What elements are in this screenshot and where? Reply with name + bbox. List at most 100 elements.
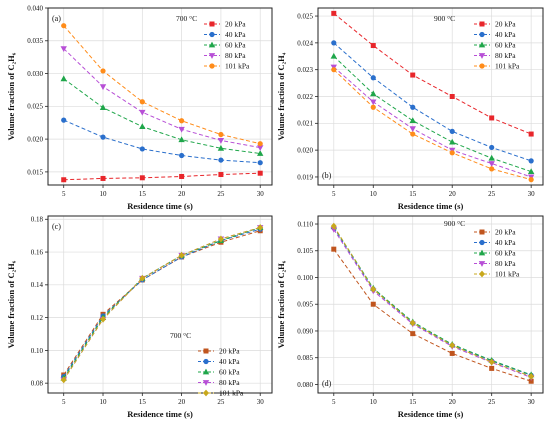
legend-label: 40 kPa — [495, 30, 516, 39]
y-axis-label: Volume fraction of C₂H₄ — [276, 52, 286, 140]
series-line — [333, 69, 532, 181]
data-point — [370, 75, 376, 81]
series-line — [333, 229, 532, 378]
legend-marker — [479, 63, 485, 69]
data-point — [257, 145, 264, 152]
y-tick-label: 0.015 — [27, 168, 43, 176]
legend-label: 80 kPa — [495, 51, 516, 60]
legend-marker — [479, 229, 485, 235]
data-point — [100, 134, 106, 140]
y-tick-label: 0.12 — [31, 314, 44, 322]
series-line — [63, 172, 261, 181]
data-point — [257, 150, 264, 156]
panel-label: (b) — [322, 171, 332, 180]
legend-label: 20 kPa — [495, 20, 516, 29]
y-tick-label: 0.019 — [297, 173, 313, 181]
x-tick-label: 30 — [528, 190, 536, 198]
data-point — [61, 23, 67, 29]
data-point — [61, 177, 67, 183]
series-line — [63, 226, 261, 379]
x-tick-label: 15 — [139, 190, 147, 198]
series-line — [333, 42, 532, 162]
data-point — [179, 118, 185, 124]
x-tick-label: 15 — [409, 190, 417, 198]
legend-label: 60 kPa — [219, 368, 240, 377]
data-point — [100, 68, 106, 74]
data-point — [100, 175, 106, 181]
legend-marker — [478, 249, 486, 256]
legend-label: 60 kPa — [225, 41, 246, 50]
data-point — [257, 160, 263, 166]
x-tick-label: 5 — [332, 398, 336, 406]
x-tick-label: 10 — [370, 190, 378, 198]
series-line — [63, 228, 261, 377]
legend-marker — [478, 53, 486, 59]
data-point — [410, 131, 416, 137]
y-tick-label: 0.105 — [297, 247, 313, 255]
legend-label: 80 kPa — [225, 51, 246, 60]
data-point — [410, 331, 416, 337]
data-point — [528, 373, 535, 380]
data-point — [489, 365, 495, 371]
series-line — [333, 12, 532, 135]
legend-label: 101 kPa — [219, 389, 244, 398]
legend-marker — [478, 261, 486, 267]
data-point — [179, 173, 185, 179]
y-tick-label: 0.025 — [27, 103, 43, 111]
y-tick-label: 0.085 — [297, 354, 313, 362]
data-point — [99, 104, 107, 111]
data-point — [528, 378, 534, 384]
temperature-annotation: 700 °C — [170, 331, 191, 340]
y-tick-label: 0.021 — [297, 120, 313, 128]
data-point — [488, 154, 495, 161]
legend-label: 20 kPa — [225, 20, 246, 29]
legend-marker — [209, 63, 215, 69]
x-tick-label: 20 — [178, 190, 186, 198]
data-point — [218, 157, 224, 163]
y-axis-label: Volume fraction of C₂H₆ — [6, 52, 16, 140]
legend-marker — [479, 31, 485, 38]
legend-marker — [208, 41, 216, 48]
x-axis-label: Residence time (s) — [127, 201, 193, 211]
data-point — [489, 144, 495, 151]
x-axis-label: Residence time (s) — [398, 201, 464, 211]
legend-label: 20 kPa — [495, 228, 516, 237]
data-point — [370, 301, 376, 307]
data-point — [257, 141, 263, 147]
chart-panel: 5 10 15 20 25 30 0.08 0.10 0.12 0.14 0.16 0.18 Resid… — [6, 215, 273, 419]
legend-label: 40 kPa — [219, 357, 240, 366]
data-point — [139, 109, 146, 116]
x-tick-label: 5 — [62, 398, 66, 406]
data-point — [489, 166, 495, 172]
data-point — [218, 172, 224, 178]
temperature-annotation: 900 °C — [434, 14, 455, 23]
temperature-annotation: 700 °C — [176, 14, 197, 23]
x-tick-label: 30 — [528, 398, 536, 406]
data-point — [488, 161, 495, 167]
legend-label: 60 kPa — [495, 249, 516, 258]
data-point — [100, 315, 107, 323]
y-tick-label: 0.035 — [27, 37, 43, 45]
data-point — [370, 104, 376, 110]
y-tick-label: 0.030 — [27, 70, 43, 78]
data-point — [178, 126, 185, 133]
data-point — [60, 46, 67, 53]
data-point — [370, 43, 376, 49]
series-line — [63, 230, 261, 376]
data-point — [528, 177, 534, 183]
chart-panel: 5 10 15 20 25 30 0.019 0.020 0.021 0.022 0.023 0.02… — [276, 7, 544, 211]
data-point — [370, 285, 377, 293]
series-line — [333, 55, 532, 173]
y-tick-label: 0.020 — [297, 147, 313, 155]
data-point — [449, 94, 455, 99]
data-point — [449, 128, 455, 134]
y-tick-label: 0.100 — [297, 274, 313, 282]
data-point — [528, 131, 534, 137]
legend-label: 101 kPa — [495, 270, 520, 279]
y-tick-label: 0.040 — [27, 4, 43, 12]
